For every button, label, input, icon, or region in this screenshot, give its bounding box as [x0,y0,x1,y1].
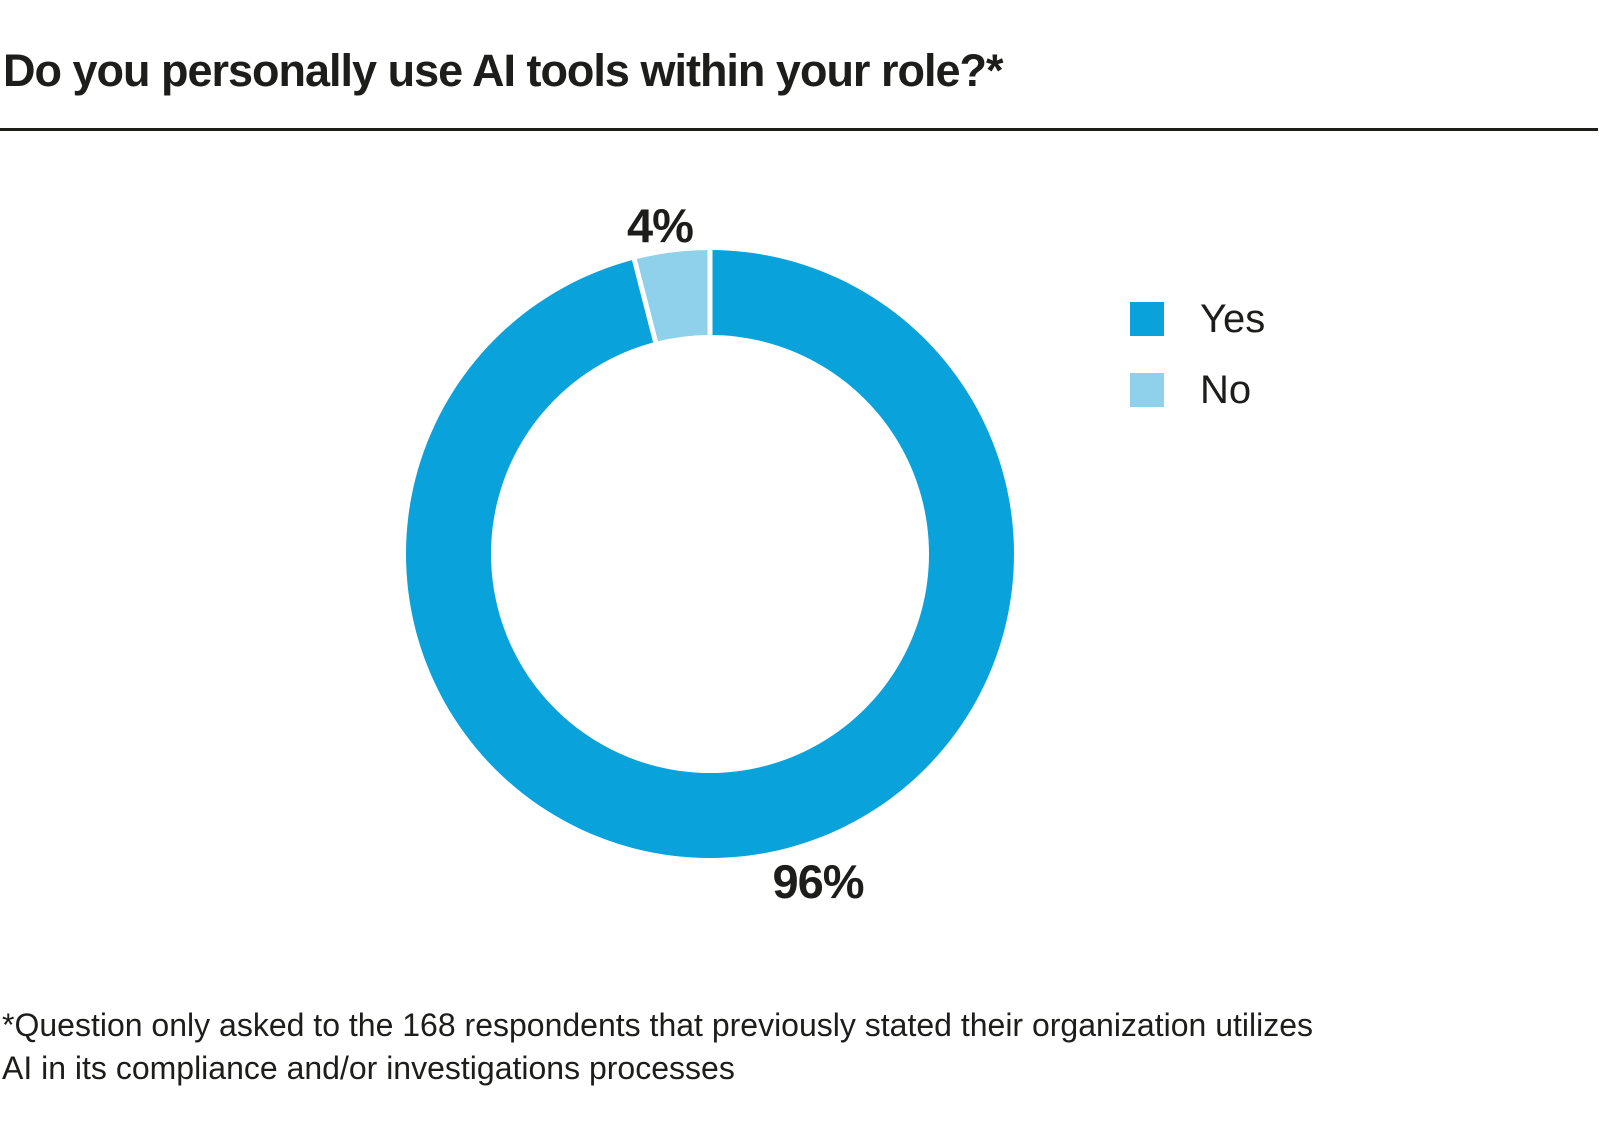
legend-item-no: No [1130,368,1265,412]
donut-slice-no [634,250,710,342]
legend: Yes No [1130,297,1266,412]
footnote-line-1: *Question only asked to the 168 responde… [2,1007,1314,1043]
footnote: *Question only asked to the 168 responde… [2,1004,1598,1090]
slice-separator [631,256,659,346]
data-label-yes: 96% [772,855,864,908]
footnote-line-2: AI in its compliance and/or investigatio… [2,1050,735,1086]
data-label-no: 4% [627,199,694,252]
donut-slice-yes [405,250,1014,858]
title-divider [0,128,1598,131]
legend-item-yes: Yes [1130,297,1266,341]
donut-svg [405,247,1014,858]
legend-swatch-yes [1130,302,1164,336]
chart-title: Do you personally use AI tools within yo… [3,45,1003,96]
legend-label-yes: Yes [1200,297,1266,341]
legend-swatch-no [1130,373,1164,407]
donut-chart [400,244,1020,864]
legend-label-no: No [1200,368,1252,412]
